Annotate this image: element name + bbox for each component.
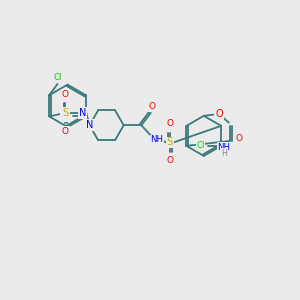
Text: NH: NH (151, 136, 164, 145)
Text: N: N (79, 108, 86, 118)
Text: NH: NH (217, 143, 230, 152)
Text: O: O (235, 134, 242, 143)
Text: S: S (167, 137, 173, 147)
Text: H: H (221, 149, 227, 158)
Text: O: O (62, 90, 69, 99)
Text: Cl: Cl (61, 112, 70, 121)
Text: O: O (215, 110, 223, 119)
Text: O: O (167, 119, 173, 128)
Text: S: S (62, 108, 68, 118)
Text: N: N (86, 120, 93, 130)
Text: O: O (149, 102, 156, 111)
Text: O: O (167, 156, 173, 165)
Text: Cl: Cl (196, 141, 205, 150)
Text: O: O (62, 127, 69, 136)
Text: Cl: Cl (54, 73, 62, 82)
